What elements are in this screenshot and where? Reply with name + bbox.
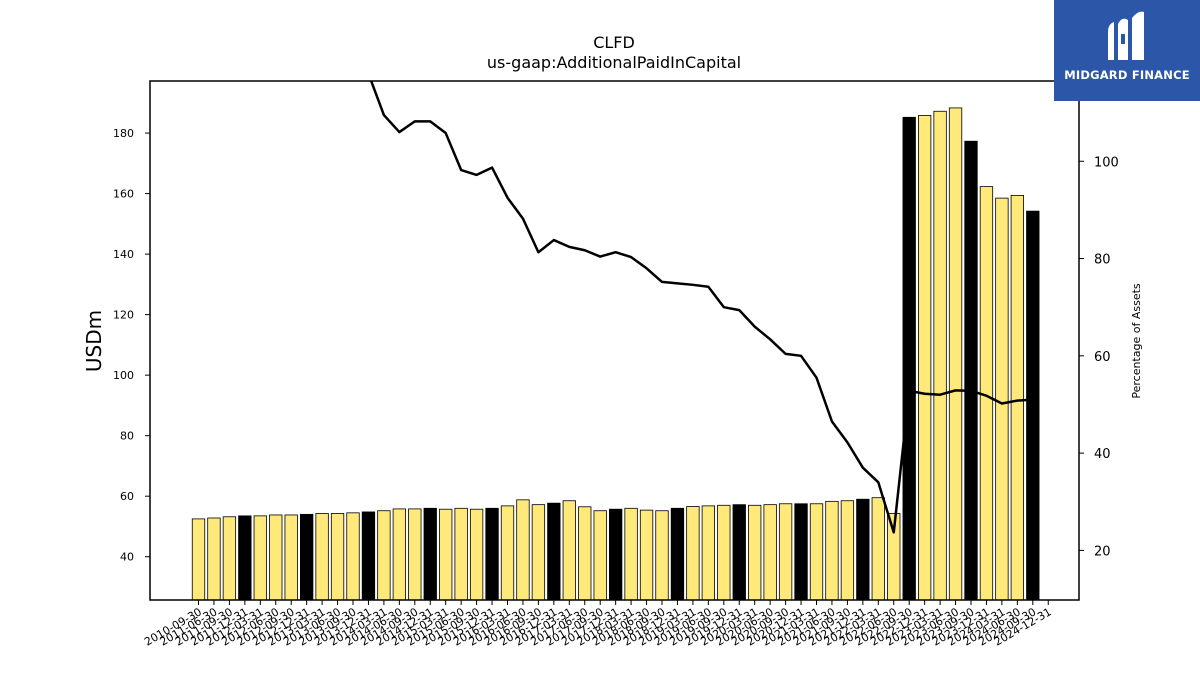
midgard-logo-icon [1108,11,1144,61]
bar [284,514,298,601]
bar [377,510,391,601]
bar [825,500,839,601]
bar [670,507,685,601]
y-tick-label: 80 [120,430,134,443]
y-tick-label: 60 [120,490,134,503]
y-tick-label: 120 [113,309,134,322]
bar [253,515,267,601]
bar [778,503,793,601]
bar [902,116,916,601]
bar [748,504,762,601]
y-tick-label: 180 [113,127,134,140]
bar [1010,194,1024,601]
bar [655,510,669,601]
bar [531,504,546,601]
bar [469,508,484,601]
bar [809,503,824,601]
bar [361,511,376,601]
bar [871,497,885,601]
bar [593,510,607,601]
bar [948,107,963,601]
bar [562,500,576,601]
bar [856,498,870,601]
bar [578,506,592,601]
bar [392,508,407,601]
percentage-line [369,81,1033,534]
midgard-finance-logo: MIDGARD FINANCE [1054,0,1200,101]
bar [609,508,623,601]
y-tick-label: 40 [120,551,134,564]
bar [222,516,237,601]
bar [299,513,314,601]
bar [918,115,932,601]
y2-tick-label: 100 [1094,155,1119,170]
y2-tick-label: 40 [1094,447,1111,462]
bar [439,508,453,601]
bar [454,507,468,601]
y-tick-label: 100 [113,369,134,382]
bar [1026,210,1040,601]
bar [717,504,731,601]
y-tick-label: 140 [113,248,134,261]
chart-title: CLFD [593,33,635,52]
bar [732,504,746,601]
bar [207,517,221,601]
bar [933,110,947,601]
bar [191,518,206,601]
bar [315,513,329,601]
bar [238,515,252,601]
bar [269,514,283,601]
y-tick-label: 160 [113,188,134,201]
bar [500,505,515,601]
bar [423,507,437,601]
y2-tick-label: 80 [1094,253,1111,268]
bar [639,509,654,601]
bar [516,499,530,601]
plot-frame [149,80,1080,601]
bar [701,505,715,601]
bar [763,504,777,601]
bar [840,500,855,601]
bar [686,506,700,601]
bar [408,508,422,601]
y2-tick-label: 20 [1094,544,1111,559]
chart-subtitle: us-gaap:AdditionalPaidInCapital [487,53,741,72]
bar [995,197,1009,601]
bar [330,513,345,601]
bar [624,507,638,601]
bar [346,512,360,601]
y2-tick-label: 60 [1094,350,1111,365]
bar [964,140,978,601]
bar [547,502,561,601]
logo-text: MIDGARD FINANCE [1064,68,1190,82]
bar [794,503,808,601]
y2-axis-label: Percentage of Assets [1130,283,1143,399]
bar [485,507,499,601]
y-axis-label: USDm [82,310,106,372]
